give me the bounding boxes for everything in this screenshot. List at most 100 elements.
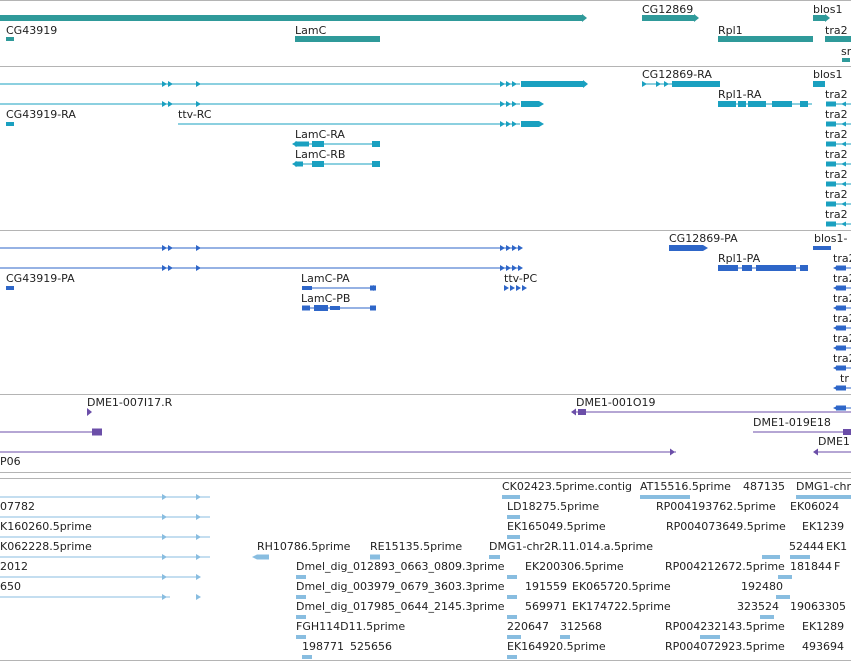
est-block[interactable] — [302, 655, 312, 659]
est-label[interactable]: 569971 — [525, 600, 567, 613]
est-block[interactable] — [776, 595, 790, 599]
transcript-label[interactable]: Rpl1-RA — [718, 88, 762, 101]
transcript-label[interactable]: tra2 — [825, 148, 848, 161]
strand-arrow-left[interactable] — [841, 181, 846, 187]
est-label[interactable]: 312568 — [560, 620, 602, 633]
clone-marker[interactable] — [87, 408, 92, 416]
gene-label[interactable]: tra2 — [825, 24, 848, 37]
est-label[interactable]: CK02423.5prime.contig — [502, 480, 633, 493]
transcript-label[interactable]: LamC-RB — [295, 148, 346, 161]
strand-arrow-right[interactable] — [168, 245, 173, 251]
strand-arrow-left[interactable] — [841, 141, 846, 147]
exon-block[interactable] — [669, 245, 703, 251]
gene-label[interactable]: CG12869 — [642, 3, 694, 16]
est-label[interactable]: 323524 — [737, 600, 779, 613]
strand-arrow-right[interactable] — [196, 265, 201, 271]
est-label[interactable]: 191559 — [525, 580, 567, 593]
exon-block[interactable] — [330, 306, 340, 310]
exon-block[interactable] — [826, 141, 836, 147]
est-block[interactable] — [560, 635, 570, 639]
gene-glyph[interactable] — [825, 36, 851, 42]
exon-block[interactable] — [836, 325, 846, 331]
strand-arrow-right[interactable] — [500, 245, 505, 251]
gene-glyph[interactable] — [813, 15, 825, 21]
est-label[interactable]: 19063305 — [790, 600, 846, 613]
gene-label[interactable]: sn — [841, 45, 851, 58]
est-block[interactable] — [296, 615, 306, 619]
exon-block[interactable] — [826, 121, 836, 127]
exon-block[interactable] — [521, 121, 539, 127]
strand-arrow-right[interactable] — [539, 101, 544, 107]
est-block[interactable] — [296, 595, 306, 599]
strand-arrow-right[interactable] — [162, 81, 167, 87]
strand-arrow-right[interactable] — [162, 554, 167, 560]
gene-glyph[interactable] — [295, 36, 380, 42]
strand-arrow-right[interactable] — [162, 245, 167, 251]
exon-block[interactable] — [836, 365, 846, 371]
est-label[interactable]: 493694 — [802, 640, 844, 653]
strand-arrow-right[interactable] — [196, 245, 201, 251]
strand-arrow-right[interactable] — [196, 494, 201, 500]
gene-label[interactable]: Rpl1 — [718, 24, 743, 37]
exon-block[interactable] — [813, 81, 825, 87]
strand-arrow-right[interactable] — [162, 534, 167, 540]
strand-arrow-left[interactable] — [369, 285, 374, 291]
strand-arrow-right[interactable] — [512, 81, 517, 87]
strand-arrow-left[interactable] — [292, 141, 297, 147]
est-block[interactable] — [700, 635, 720, 639]
strand-arrow-right[interactable] — [642, 81, 647, 87]
est-block[interactable] — [507, 655, 517, 659]
est-label[interactable]: 52444 — [789, 540, 824, 553]
est-block[interactable] — [489, 555, 500, 559]
transcript-label[interactable]: LamC-PB — [301, 292, 351, 305]
est-label[interactable]: Dmel_dig_017985_0644_2145.3prime — [296, 600, 505, 613]
gene-glyph[interactable] — [642, 15, 694, 21]
transcript-label[interactable]: blos1- — [814, 232, 848, 245]
transcript-label[interactable]: tra2 — [833, 312, 851, 325]
strand-arrow-right[interactable] — [500, 121, 505, 127]
strand-arrow-right[interactable] — [512, 121, 517, 127]
strand-arrow-right[interactable] — [825, 14, 830, 22]
est-block[interactable] — [507, 515, 520, 519]
exon-block[interactable] — [372, 161, 380, 167]
exon-block[interactable] — [6, 122, 14, 126]
exon-block[interactable] — [756, 265, 796, 271]
strand-arrow-right[interactable] — [664, 81, 669, 87]
est-label[interactable]: Dmel_dig_012893_0663_0809.3prime — [296, 560, 505, 573]
strand-arrow-right[interactable] — [583, 80, 588, 88]
strand-arrow-left[interactable] — [841, 161, 846, 167]
transcript-label[interactable]: CG43919-PA — [6, 272, 75, 285]
est-label[interactable]: 198771 — [302, 640, 344, 653]
exon-block[interactable] — [813, 246, 831, 250]
est-block[interactable] — [790, 555, 810, 559]
strand-arrow-right[interactable] — [168, 81, 173, 87]
est-label[interactable]: 07782 — [0, 500, 35, 513]
exon-block[interactable] — [6, 286, 14, 290]
est-label[interactable]: EK165049.5prime — [507, 520, 606, 533]
strand-arrow-right[interactable] — [196, 101, 201, 107]
est-label[interactable]: K160260.5prime — [0, 520, 92, 533]
est-label[interactable]: EK174722.5prime — [572, 600, 671, 613]
exon-block[interactable] — [738, 101, 746, 107]
transcript-label[interactable]: Rpl1-PA — [718, 252, 761, 265]
exon-block[interactable] — [372, 141, 380, 147]
est-label[interactable]: RP004072923.5prime — [665, 640, 785, 653]
strand-arrow-left[interactable] — [292, 161, 297, 167]
exon-block[interactable] — [836, 285, 846, 291]
strand-arrow-right[interactable] — [162, 594, 167, 600]
est-label[interactable]: RP004193762.5prime — [656, 500, 776, 513]
exon-block[interactable] — [826, 161, 836, 167]
exon-block[interactable] — [826, 101, 836, 107]
transcript-label[interactable]: CG12869-PA — [669, 232, 738, 245]
exon-block[interactable] — [836, 405, 846, 411]
gene-glyph[interactable] — [0, 15, 582, 21]
gene-label[interactable]: CG43919 — [6, 24, 58, 37]
transcript-label[interactable]: tr — [840, 372, 849, 385]
strand-arrow-left[interactable] — [833, 325, 838, 331]
strand-arrow-left[interactable] — [813, 448, 818, 456]
transcript-label[interactable]: tra2 — [825, 108, 848, 121]
exon-block[interactable] — [370, 305, 376, 311]
strand-arrow-right[interactable] — [162, 514, 167, 520]
est-block[interactable] — [640, 495, 690, 499]
est-label[interactable]: 487135 — [743, 480, 785, 493]
